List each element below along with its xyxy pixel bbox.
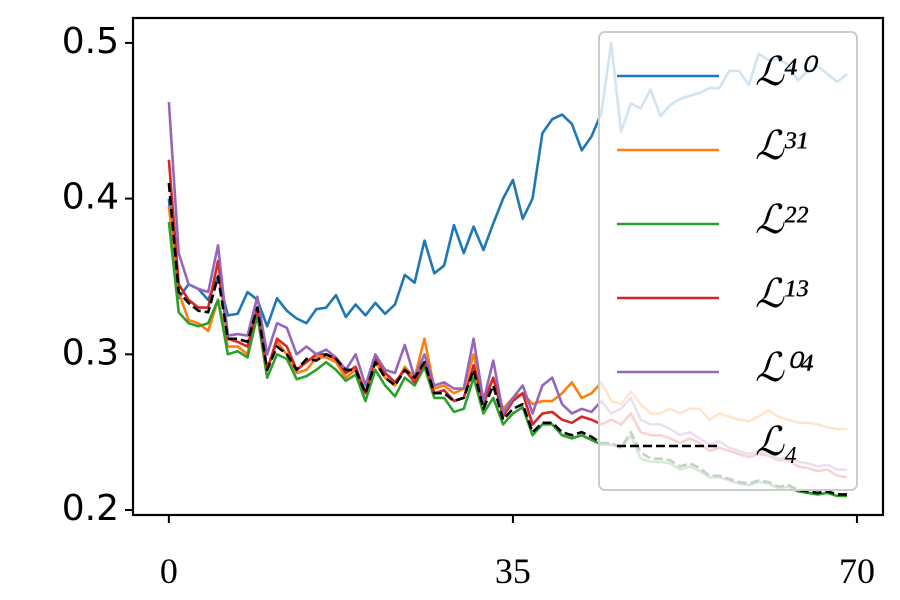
legend-label: ℒ³¹: [755, 123, 808, 168]
x-tick-label: 70: [839, 551, 875, 591]
y-tick-label: 0.3: [62, 332, 119, 373]
legend-box: [598, 31, 858, 491]
y-tick-label: 0.4: [62, 177, 119, 218]
legend-label: ℒ⁰⁴: [755, 345, 814, 390]
axes-frame: [131, 16, 885, 517]
x-tick-label: 35: [495, 551, 531, 591]
series-line: [167, 182, 848, 496]
legend-label: ℒ⁴⁰: [755, 49, 819, 94]
y-tick-label: 0.5: [62, 21, 119, 62]
y-tick-label: 0.2: [62, 488, 119, 529]
legend-label: ℒ¹³: [755, 271, 809, 316]
legend-label: ℒ²²: [755, 197, 809, 242]
legend-label: ℒ₄: [755, 419, 798, 464]
x-tick-label: 0: [160, 551, 178, 591]
